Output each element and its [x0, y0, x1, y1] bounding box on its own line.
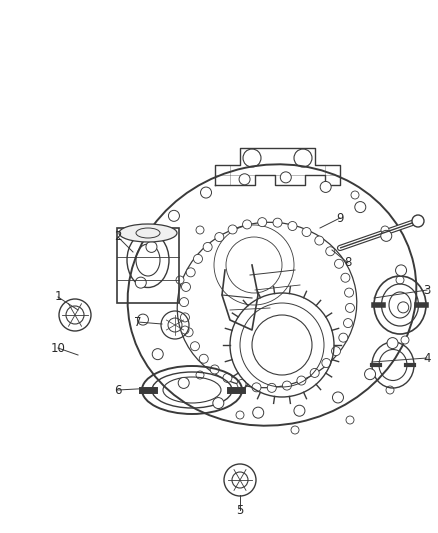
Circle shape — [180, 297, 188, 306]
Circle shape — [181, 326, 189, 334]
Circle shape — [191, 342, 199, 351]
Circle shape — [152, 349, 163, 360]
Circle shape — [258, 217, 267, 227]
Circle shape — [184, 328, 193, 337]
Circle shape — [169, 211, 180, 221]
Circle shape — [310, 368, 319, 377]
Circle shape — [201, 187, 212, 198]
Text: 6: 6 — [114, 384, 122, 397]
Circle shape — [186, 268, 195, 277]
Circle shape — [213, 398, 224, 409]
Circle shape — [322, 359, 331, 368]
Circle shape — [320, 181, 331, 192]
Circle shape — [138, 314, 148, 325]
Circle shape — [196, 371, 204, 379]
Circle shape — [345, 288, 353, 297]
Circle shape — [364, 369, 375, 379]
Circle shape — [283, 381, 291, 390]
Circle shape — [215, 232, 224, 241]
Circle shape — [386, 386, 394, 394]
Circle shape — [332, 346, 340, 356]
Circle shape — [339, 333, 348, 342]
Circle shape — [146, 241, 157, 253]
Circle shape — [335, 259, 343, 268]
Circle shape — [387, 337, 398, 349]
Circle shape — [326, 247, 335, 256]
Circle shape — [294, 405, 305, 416]
Circle shape — [332, 392, 343, 403]
Text: 9: 9 — [336, 212, 344, 224]
Text: 3: 3 — [423, 284, 431, 296]
Circle shape — [398, 302, 409, 313]
Circle shape — [199, 354, 208, 364]
Circle shape — [381, 230, 392, 241]
Circle shape — [210, 365, 219, 374]
Text: 2: 2 — [114, 230, 122, 244]
Circle shape — [267, 383, 276, 392]
Circle shape — [236, 411, 244, 419]
Circle shape — [273, 218, 282, 227]
Circle shape — [178, 377, 189, 389]
Circle shape — [396, 276, 404, 284]
Text: 7: 7 — [134, 316, 142, 328]
Circle shape — [288, 222, 297, 230]
Circle shape — [194, 254, 202, 263]
Circle shape — [346, 303, 354, 312]
Circle shape — [302, 228, 311, 237]
Circle shape — [223, 374, 232, 383]
Circle shape — [381, 226, 389, 234]
Circle shape — [176, 276, 184, 284]
Text: 1: 1 — [54, 290, 62, 303]
Circle shape — [228, 225, 237, 234]
Circle shape — [412, 215, 424, 227]
Circle shape — [252, 383, 261, 392]
Circle shape — [180, 313, 189, 322]
Circle shape — [341, 273, 350, 282]
Circle shape — [343, 319, 353, 328]
Circle shape — [237, 379, 246, 389]
Circle shape — [239, 174, 250, 185]
Text: 10: 10 — [50, 342, 65, 354]
Ellipse shape — [119, 224, 177, 242]
Circle shape — [355, 201, 366, 213]
Circle shape — [401, 336, 409, 344]
Text: 4: 4 — [423, 351, 431, 365]
Circle shape — [280, 172, 291, 183]
Circle shape — [351, 191, 359, 199]
Circle shape — [346, 416, 354, 424]
Circle shape — [243, 220, 251, 229]
Circle shape — [396, 265, 406, 276]
Text: 8: 8 — [344, 256, 352, 270]
Circle shape — [135, 277, 146, 288]
Circle shape — [253, 407, 264, 418]
Circle shape — [181, 282, 191, 292]
Text: 5: 5 — [237, 504, 244, 516]
Circle shape — [203, 243, 212, 252]
Circle shape — [297, 376, 306, 385]
Circle shape — [196, 226, 204, 234]
Circle shape — [315, 236, 324, 245]
Circle shape — [291, 426, 299, 434]
